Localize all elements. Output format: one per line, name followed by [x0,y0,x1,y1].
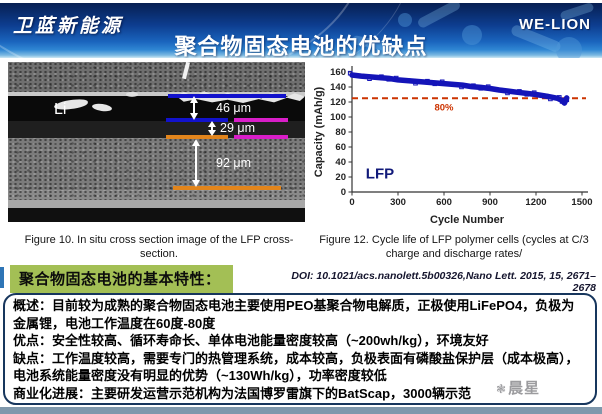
molecule-bond-decoration [416,3,462,30]
sem-cathode-layer-2 [8,190,305,200]
sem-collector-strip [8,200,305,208]
doi-reference: DOI: 10.1021/acs.nanolett.5b00326,Nano L… [291,270,596,294]
svg-text:LFP: LFP [366,166,394,183]
sem-bright-blob [126,92,138,97]
li-label: Li [54,101,66,118]
cycle-life-chart-svg: 0 300 600 900 1200 1500 0 20 40 60 80 100 120 140 160 8… [313,66,593,226]
sem-top-layer [8,62,305,92]
sem-cross-section-image: Li 46 μm 29 μm 92 μm [8,62,305,222]
svg-text:1200: 1200 [525,197,546,208]
sem-cathode-layer [8,138,305,190]
measurement-92um: 92 μm [216,156,251,170]
brand-wordmark: WE-LION [519,16,591,33]
watermark-text: 晨星 [508,380,541,397]
svg-text:900: 900 [482,197,498,208]
bullet-overview-label: 概述： [13,298,53,313]
measurement-46um: 46 μm [216,101,251,115]
svg-text:20: 20 [335,172,346,183]
svg-text:80: 80 [335,127,346,138]
left-edge-decoration [0,267,4,288]
svg-text:120: 120 [330,97,346,108]
svg-text:0: 0 [349,197,354,208]
bullet-pros-label: 优点： [13,333,53,348]
bullet-pros-text: 安全性较高、循环寿命长、单体电池能量密度较高（~200wh/kg），环境友好 [52,333,489,348]
svg-text:60: 60 [335,142,346,153]
company-logo: 卫蓝新能源 [13,16,124,37]
svg-text:300: 300 [390,197,406,208]
svg-text:Capacity (mAh/g): Capacity (mAh/g) [313,86,325,177]
bullet-commercialization-label: 商业化进展： [13,385,92,401]
section-label: 聚合物固态电池的基本特性： [10,265,233,293]
bullet-cons-label: 缺点： [13,350,53,366]
molecule-atom-decoration [398,13,412,27]
summary-box: 概述：目前较为成熟的聚合物固态电池主要使用PEO基聚合物电解质，正极使用LiFe… [3,293,597,405]
svg-text:140: 140 [330,82,346,93]
figure12-caption: Figure 12. Cycle life of LFP polymer cel… [319,234,589,260]
watermark-star-icon: ❃ [496,382,508,396]
bullet-pros: 优点：安全性较高、循环寿命长、单体电池能量密度较高（~200wh/kg），环境友… [13,332,587,350]
bullet-commercialization: 商业化进展：主要研发运营示范机构为法国博罗雷旗下的BatScap，3000辆示范 [13,385,587,403]
sem-bottom-layer [8,208,305,222]
sem-boundary-line [8,92,305,96]
molecule-atom-decoration [556,37,582,58]
bullet-cons-text: 工作温度较高，需要专门的热管理系统，成本较高，负极表面有磷酸盐保护层（成本极高）… [13,350,579,384]
measurement-29um: 29 μm [220,121,255,135]
svg-text:40: 40 [335,157,346,168]
bullet-commercialization-text: 主要研发运营示范机构为法国博罗雷旗下的BatScap，3000辆示范 [91,385,471,401]
bullet-overview-text: 目前较为成熟的聚合物固态电池主要使用PEO基聚合物电解质，正极使用LiFePO4… [13,298,575,331]
cycle-life-chart: 0 300 600 900 1200 1500 0 20 40 60 80 100 120 140 160 8… [312,58,598,228]
header-bar: 卫蓝新能源 WE-LION 聚合物固态电池的优缺点 [0,3,602,58]
svg-text:Cycle Number: Cycle Number [430,214,505,226]
watermark: ❃晨星 [496,377,540,398]
bullet-overview: 概述：目前较为成熟的聚合物固态电池主要使用PEO基聚合物电解质，正极使用LiFe… [13,297,587,332]
sem-measurement-overlay: Li 46 μm 29 μm 92 μm [54,94,288,190]
slide-footer-bar [0,407,602,414]
sem-electrolyte-layer [8,121,305,138]
svg-text:0: 0 [341,187,346,198]
svg-text:100: 100 [330,112,346,123]
svg-text:80%: 80% [434,102,454,113]
svg-text:600: 600 [436,197,452,208]
figure10-caption: Figure 10. In situ cross section image o… [24,234,294,260]
svg-text:1500: 1500 [571,197,592,208]
molecule-atom-decoration [462,25,482,45]
svg-text:160: 160 [330,67,346,78]
bullet-cons: 缺点：工作温度较高，需要专门的热管理系统，成本较高，负极表面有磷酸盐保护层（成本… [13,350,587,385]
page-title: 聚合物固态电池的优缺点 [174,34,428,58]
